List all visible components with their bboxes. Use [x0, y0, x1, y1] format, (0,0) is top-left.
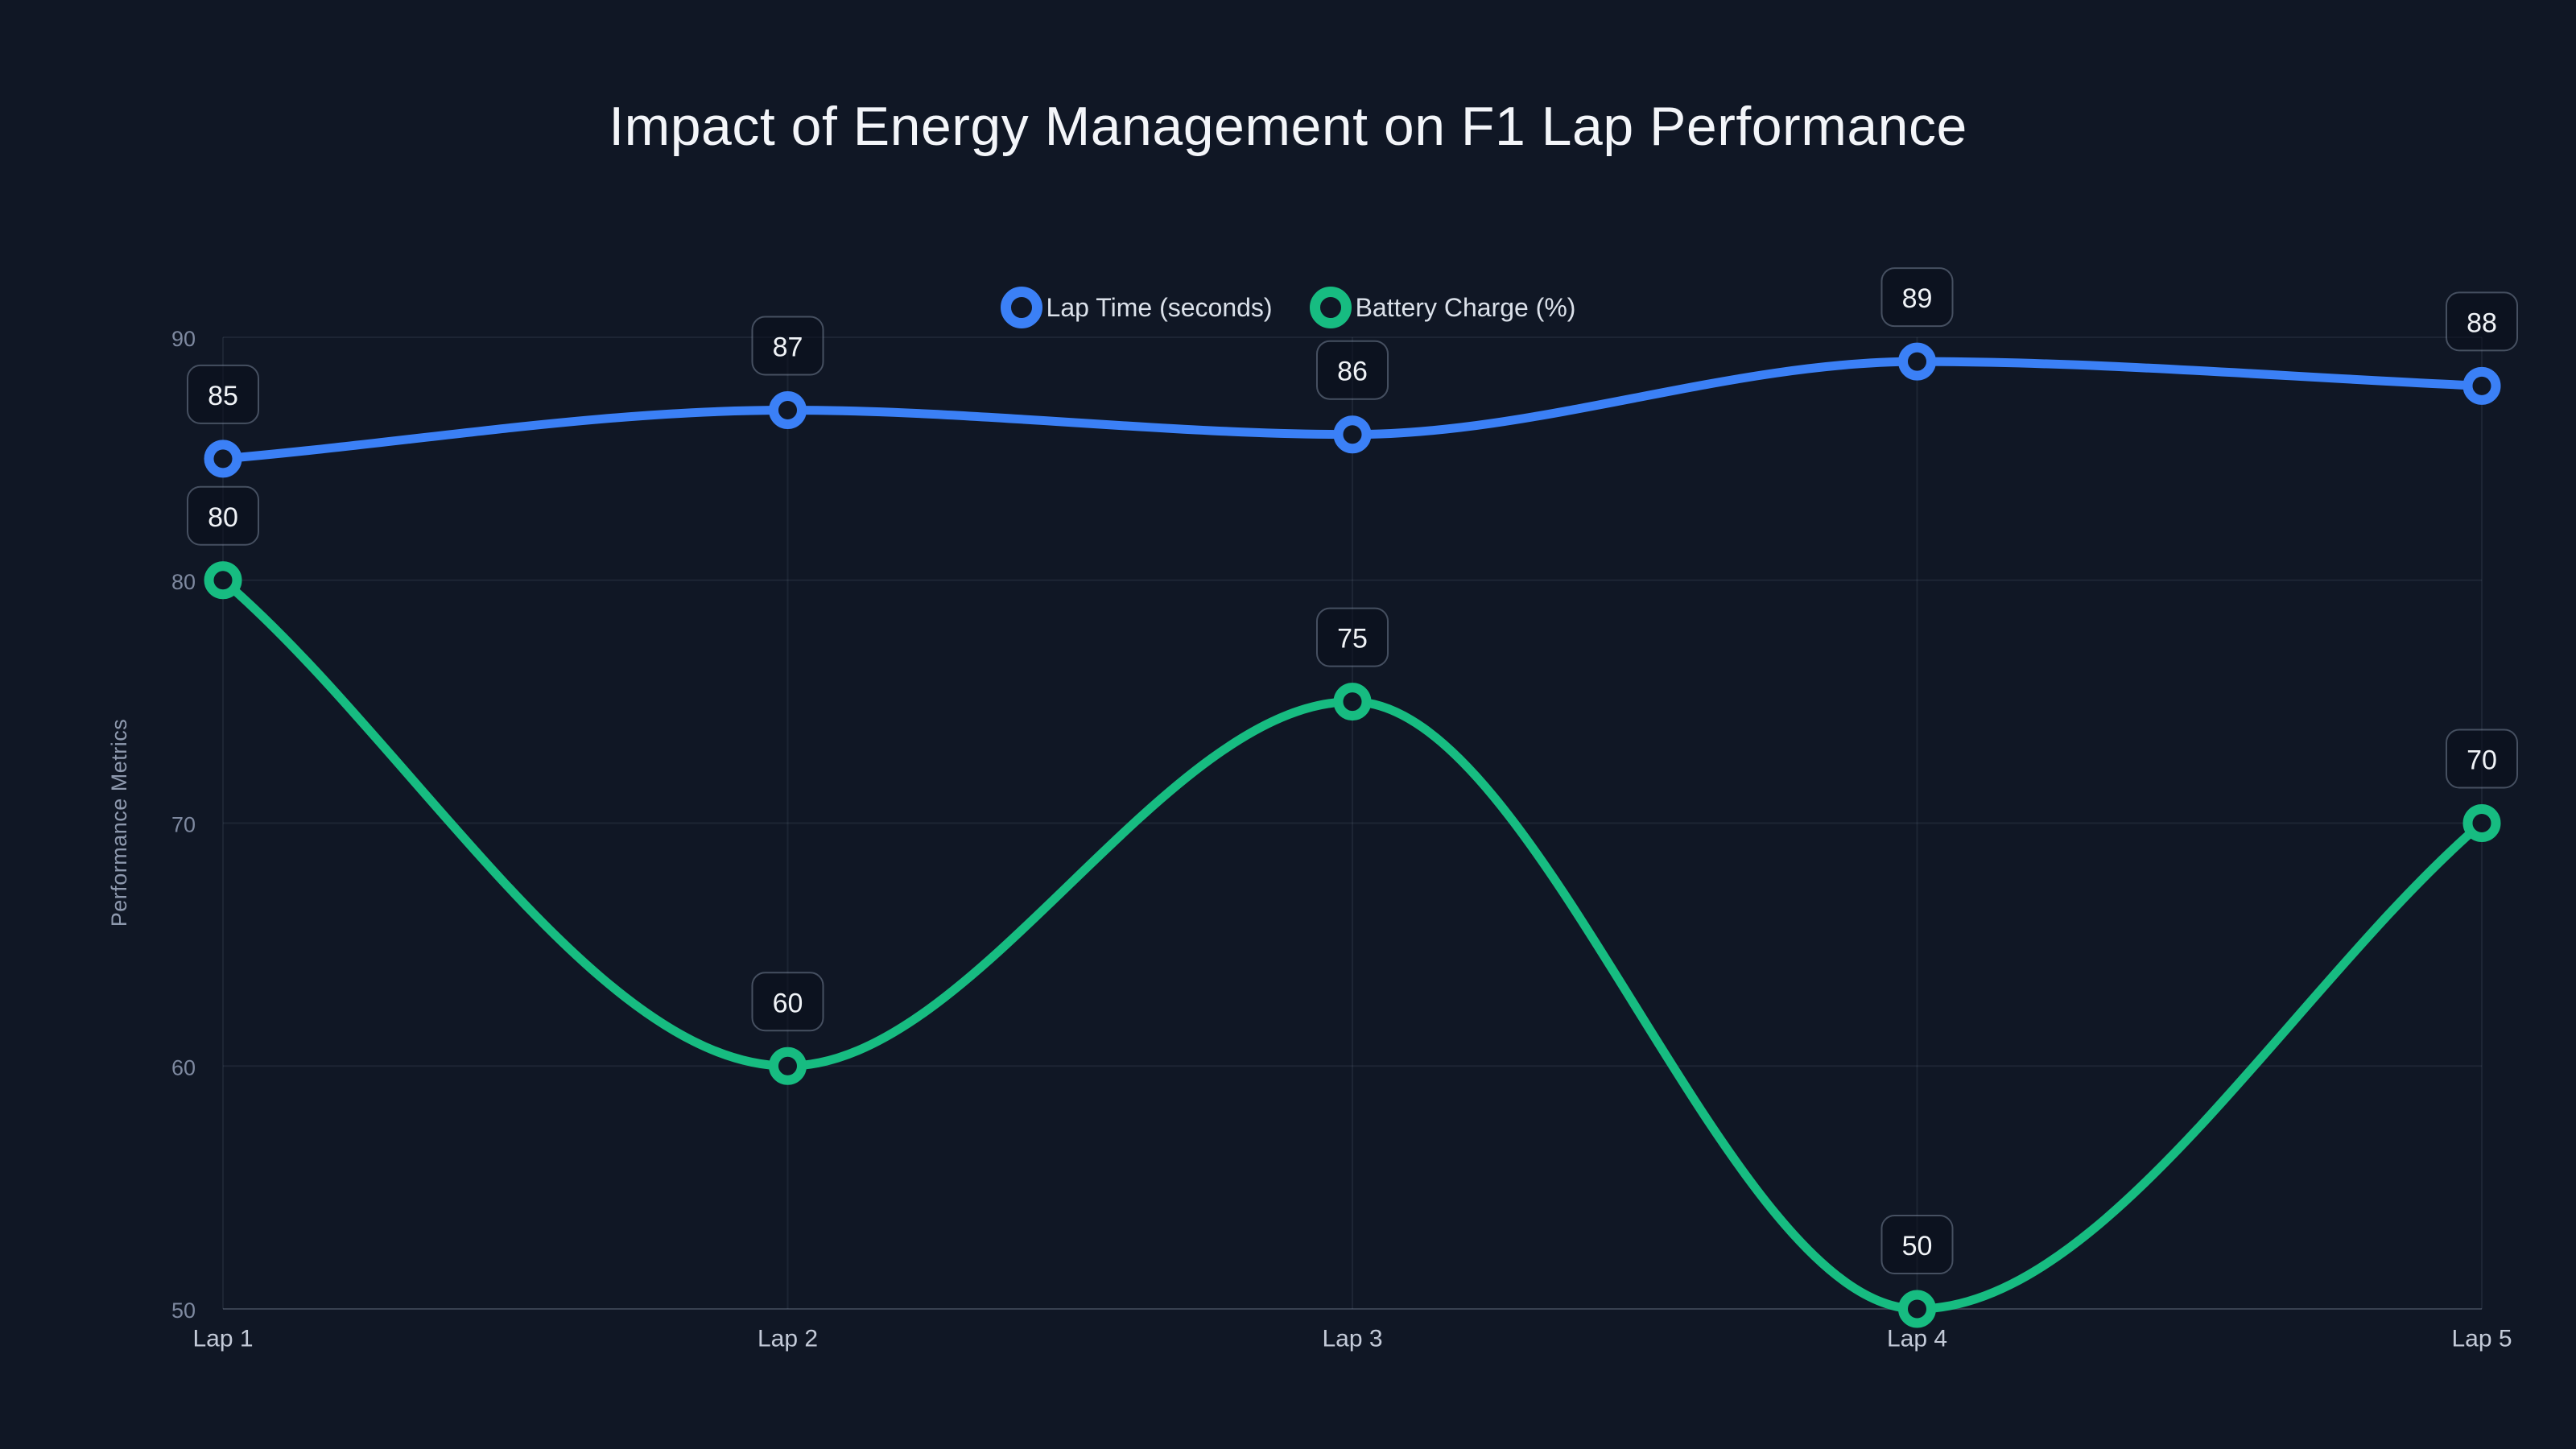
y-axis-title: Performance Metrics	[107, 719, 131, 927]
y-tick-label: 80	[171, 570, 196, 594]
legend-marker-icon	[1000, 287, 1042, 328]
chart-legend: Lap Time (seconds) Battery Charge (%)	[0, 287, 2576, 328]
data-label-box	[1880, 267, 1954, 328]
data-label-text: 88	[2467, 308, 2497, 338]
data-label-box	[187, 364, 259, 424]
legend-item-lap-time-seconds[interactable]: Lap Time (seconds)	[1000, 287, 1273, 328]
legend-label: Lap Time (seconds)	[1046, 292, 1273, 322]
chart-title: Impact of Energy Management on F1 Lap Pe…	[609, 96, 1967, 157]
data-label-box	[751, 972, 824, 1032]
data-label-box	[1316, 340, 1389, 400]
data-point-lap-time-seconds[interactable]	[204, 440, 242, 478]
legend-item-battery-charge[interactable]: Battery Charge (%)	[1309, 287, 1576, 328]
data-point-lap-time-seconds[interactable]	[1898, 342, 1936, 381]
data-label-box	[751, 316, 824, 376]
data-label-box	[1880, 1215, 1954, 1274]
y-tick-label: 90	[171, 327, 196, 351]
data-label-text: 86	[1337, 357, 1368, 387]
data-point-battery-charge[interactable]	[1898, 1290, 1936, 1328]
legend-marker-icon	[1309, 287, 1352, 328]
data-point-lap-time-seconds[interactable]	[769, 391, 807, 430]
y-tick-label: 70	[171, 813, 196, 837]
data-label-text: 87	[773, 332, 803, 363]
data-label-text: 89	[1902, 283, 1933, 314]
data-label-text: 75	[1337, 624, 1368, 654]
y-tick-label: 60	[171, 1055, 196, 1080]
data-point-battery-charge[interactable]	[204, 561, 242, 600]
x-tick-label: Lap 4	[1887, 1326, 1947, 1352]
data-point-battery-charge[interactable]	[2462, 804, 2501, 842]
data-point-battery-charge[interactable]	[769, 1046, 807, 1085]
data-label-text: 85	[208, 381, 238, 411]
data-label-box	[2446, 291, 2518, 352]
data-label-box	[1316, 607, 1389, 667]
data-label-text: 70	[2467, 745, 2497, 776]
data-label-box	[187, 485, 259, 546]
data-point-lap-time-seconds[interactable]	[2462, 366, 2501, 405]
data-label-text: 60	[773, 988, 803, 1018]
x-tick-label: Lap 1	[192, 1326, 253, 1352]
x-tick-label: Lap 5	[2451, 1326, 2512, 1352]
y-tick-label: 50	[171, 1298, 196, 1323]
x-tick-label: Lap 3	[1322, 1326, 1382, 1352]
data-label-text: 50	[1902, 1231, 1933, 1261]
data-label-text: 80	[208, 502, 238, 533]
data-point-lap-time-seconds[interactable]	[1333, 415, 1372, 454]
legend-label: Battery Charge (%)	[1355, 292, 1576, 322]
data-label-box	[2446, 729, 2518, 789]
data-point-battery-charge[interactable]	[1333, 683, 1372, 721]
x-tick-label: Lap 2	[758, 1326, 818, 1352]
